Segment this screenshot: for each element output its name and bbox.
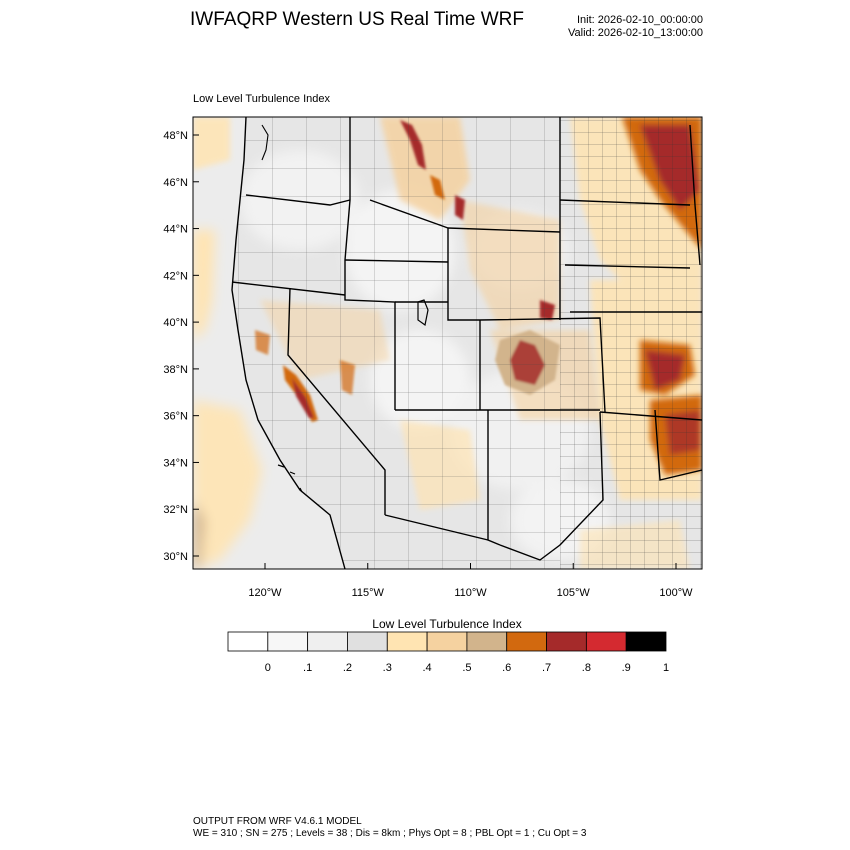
colorbar-box — [625, 631, 667, 652]
colorbar-box — [347, 631, 388, 652]
map-subtitle: Low Level Turbulence Index — [193, 93, 330, 105]
colorbar-label: .1 — [303, 662, 312, 674]
model-info-line1: OUTPUT FROM WRF V4.6.1 MODEL — [193, 816, 362, 827]
colorbar-box — [466, 631, 508, 652]
lon-tick-label: 100°W — [659, 587, 693, 599]
colorbar-box — [546, 631, 587, 652]
colorbar-box — [227, 631, 269, 652]
latitude-axis: 48°N 46°N 44°N 42°N 40°N 38°N 36°N 34°N 32°N 30°N — [163, 130, 199, 563]
county-lines-east — [560, 117, 702, 569]
colorbar-box — [267, 631, 309, 652]
state-boundaries — [231, 117, 702, 569]
colorbar-label: 1 — [663, 662, 669, 674]
colorbar-label: .5 — [462, 662, 471, 674]
main-title: IWFAQRP Western US Real Time WRF — [190, 9, 524, 30]
colorbar-box — [506, 631, 547, 652]
puget-sound — [261, 124, 269, 161]
lat-tick-label: 34°N — [163, 457, 188, 469]
colorbar-title: Low Level Turbulence Index — [372, 617, 522, 631]
colorbar-label: .7 — [542, 662, 551, 674]
colorbar-label: .4 — [422, 662, 431, 674]
colorbar-box — [585, 631, 627, 652]
colorbar-label: .8 — [582, 662, 591, 674]
lon-tick-label: 120°W — [248, 587, 282, 599]
lon-tick-label: 110°W — [454, 587, 487, 599]
lon-tick-label: 105°W — [557, 587, 591, 599]
map-frame — [192, 116, 703, 570]
colorbar-box — [426, 631, 468, 652]
colorbar-label: .2 — [343, 662, 352, 674]
colorbar-label: .3 — [383, 662, 392, 674]
lon-tick-label: 115°W — [352, 587, 385, 599]
colorbar-box — [307, 631, 348, 652]
lat-tick-label: 38°N — [163, 364, 188, 376]
great-salt-lake — [417, 299, 429, 327]
colorbar-label: .9 — [622, 662, 631, 674]
channel-islands — [277, 464, 303, 493]
colorbar-label: 0 — [265, 662, 271, 674]
model-info-line2: WE = 310 ; SN = 275 ; Levels = 38 ; Dis … — [193, 828, 587, 839]
colorbar-label: .6 — [502, 662, 511, 674]
lat-tick-label: 42°N — [163, 270, 188, 282]
map-plot-area — [193, 117, 702, 569]
valid-time: Valid: 2026-02-10_13:00:00 — [568, 27, 703, 39]
lat-tick-label: 30°N — [163, 551, 188, 563]
county-lines-west — [232, 117, 560, 569]
lat-tick-label: 40°N — [163, 317, 188, 329]
lat-tick-label: 32°N — [163, 504, 188, 516]
lat-tick-label: 36°N — [163, 411, 188, 423]
init-time: Init: 2026-02-10_00:00:00 — [577, 14, 703, 26]
colorbar: 0 .1 .2 .3 .4 .5 .6 .7 .8 .9 1 — [227, 631, 669, 674]
lat-tick-label: 44°N — [163, 224, 188, 236]
colorbar-box — [386, 631, 428, 652]
lat-tick-label: 48°N — [163, 130, 188, 142]
lat-tick-label: 46°N — [163, 177, 188, 189]
longitude-axis: 120°W 115°W 110°W 105°W 100°W — [248, 563, 693, 599]
